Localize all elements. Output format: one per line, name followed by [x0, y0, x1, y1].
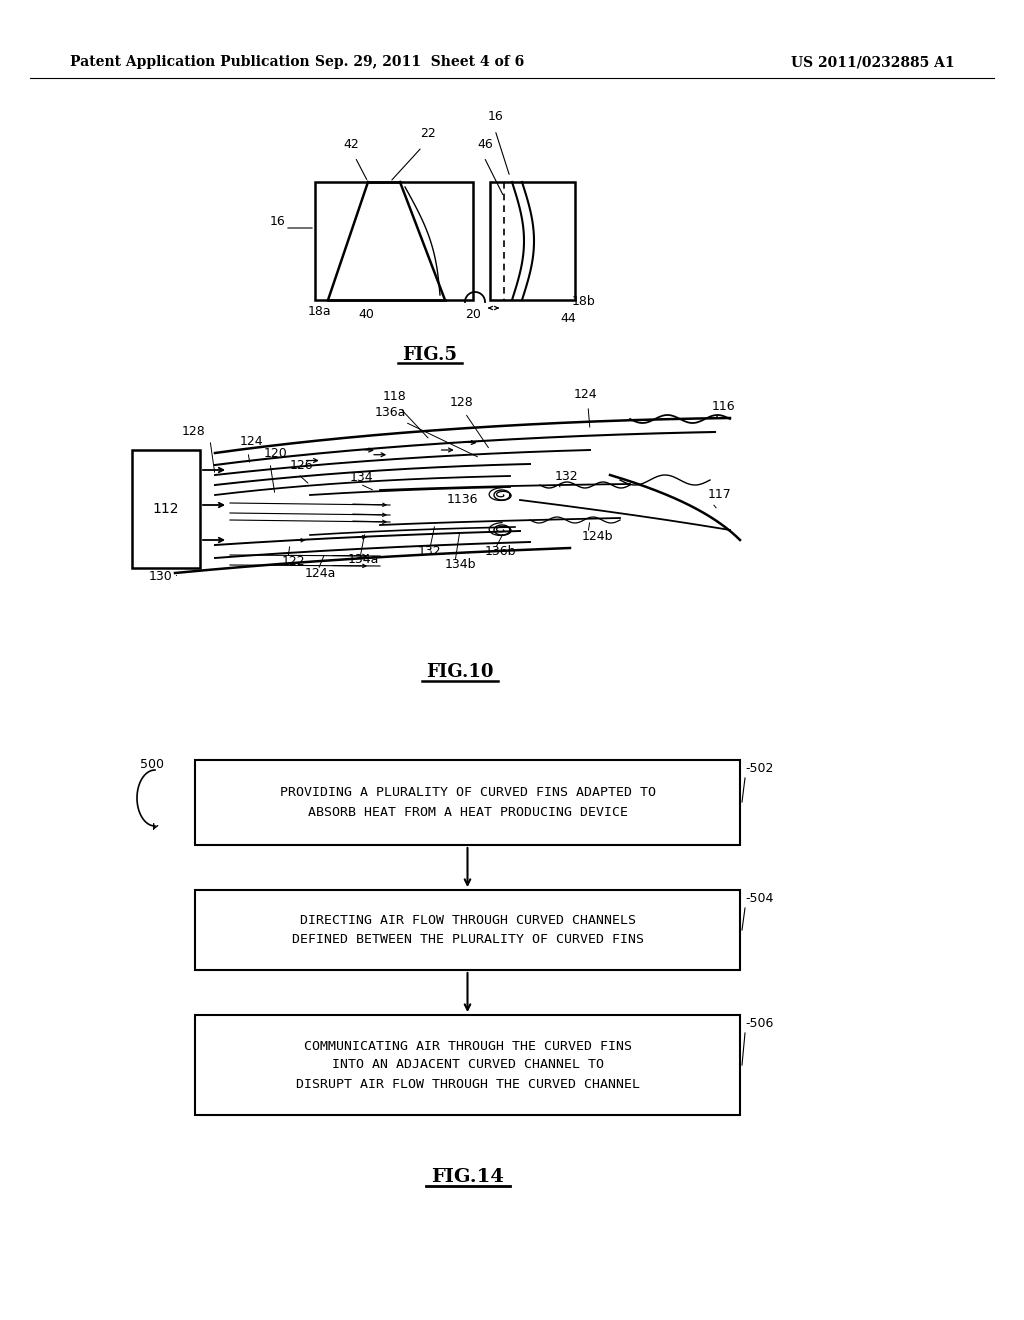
Text: 124: 124	[573, 388, 597, 401]
Text: FIG.5: FIG.5	[402, 346, 458, 364]
Text: -506: -506	[745, 1016, 773, 1030]
Text: 128: 128	[451, 396, 474, 409]
Bar	[195, 760, 740, 845]
Text: COMMUNICATING AIR THROUGH THE CURVED FINS
INTO AN ADJACENT CURVED CHANNEL TO
DIS: COMMUNICATING AIR THROUGH THE CURVED FIN…	[296, 1040, 640, 1090]
Text: 134b: 134b	[445, 558, 476, 572]
Text: FIG.10: FIG.10	[426, 663, 494, 681]
Text: 118: 118	[383, 389, 407, 403]
Text: 124a: 124a	[305, 568, 336, 579]
Text: 44: 44	[560, 312, 575, 325]
Bar	[195, 1015, 740, 1115]
Text: 42: 42	[343, 139, 358, 150]
Text: 122: 122	[282, 554, 305, 568]
Text: -504: -504	[745, 892, 773, 906]
Text: 22: 22	[420, 127, 436, 140]
Bar	[132, 450, 200, 568]
Text: 128: 128	[181, 425, 205, 438]
Text: Sep. 29, 2011  Sheet 4 of 6: Sep. 29, 2011 Sheet 4 of 6	[315, 55, 524, 69]
Text: 130: 130	[148, 570, 172, 583]
Bar	[315, 182, 473, 300]
Text: -502: -502	[745, 762, 773, 775]
Bar	[490, 182, 575, 300]
Text: DIRECTING AIR FLOW THROUGH CURVED CHANNELS
DEFINED BETWEEN THE PLURALITY OF CURV: DIRECTING AIR FLOW THROUGH CURVED CHANNE…	[292, 913, 643, 946]
Text: PROVIDING A PLURALITY OF CURVED FINS ADAPTED TO
ABSORB HEAT FROM A HEAT PRODUCIN: PROVIDING A PLURALITY OF CURVED FINS ADA…	[280, 787, 655, 818]
Text: 112: 112	[153, 502, 179, 516]
Text: US 2011/0232885 A1: US 2011/0232885 A1	[792, 55, 955, 69]
Text: 117: 117	[708, 488, 732, 502]
Text: Patent Application Publication: Patent Application Publication	[70, 55, 309, 69]
Text: 136b: 136b	[485, 545, 516, 558]
Text: 124b: 124b	[582, 531, 613, 543]
Text: 136a: 136a	[375, 407, 406, 418]
Text: 124: 124	[240, 436, 263, 447]
Text: 120: 120	[264, 447, 288, 459]
Text: 20: 20	[465, 308, 481, 321]
Text: FIG.14: FIG.14	[431, 1168, 504, 1185]
Text: 134: 134	[350, 471, 374, 484]
Bar	[195, 890, 740, 970]
Text: 16: 16	[488, 110, 504, 123]
Text: 132: 132	[418, 545, 441, 558]
Text: 18a: 18a	[308, 305, 332, 318]
Text: 46: 46	[477, 139, 493, 150]
Text: 1136: 1136	[446, 492, 478, 506]
Text: 40: 40	[358, 308, 374, 321]
Text: 126: 126	[290, 459, 313, 473]
Text: 132: 132	[555, 470, 579, 483]
Text: 16: 16	[270, 215, 286, 228]
Text: 116: 116	[712, 400, 735, 413]
Text: 18b: 18b	[572, 294, 596, 308]
Text: 134a: 134a	[348, 553, 379, 566]
Text: 500: 500	[140, 758, 164, 771]
